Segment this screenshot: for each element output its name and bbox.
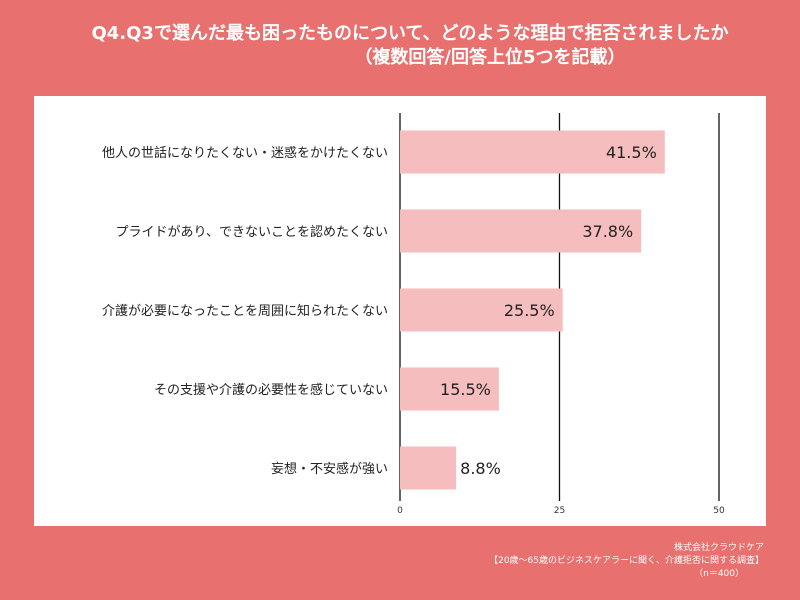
survey-name: 【20歳〜65歳のビジネスケアラーに聞く、介護拒否に関する調査】 (489, 556, 764, 566)
category-label: 妄想・不安感が強い (271, 461, 388, 477)
value-label: 8.8% (460, 459, 501, 478)
category-label: 介護が必要になったことを周囲に知られたくない (102, 303, 388, 319)
bar (400, 367, 499, 411)
chart-title: Q4.Q3で選んだ最も困ったものについて、どのような理由で拒否されましたか （複… (0, 22, 800, 70)
value-label: 41.5% (606, 143, 657, 162)
bar (400, 446, 457, 490)
value-label: 15.5% (440, 380, 491, 399)
category-label: プライドがあり、できないことを認めたくない (116, 224, 388, 240)
title-line-1: Q4.Q3で選んだ最も困ったものについて、どのような理由で拒否されましたか (91, 23, 729, 44)
x-tick-label: 25 (554, 506, 565, 516)
category-label: 他人の世話になりたくない・迷惑をかけたくない (102, 145, 388, 161)
category-label: その支援や介護の必要性を感じていない (154, 382, 388, 398)
title-line-2: （複数回答/回答上位5つを記載） (354, 47, 626, 68)
source-note: 株式会社クラウドケア 【20歳〜65歳のビジネスケアラーに聞く、介護拒否に関する… (489, 542, 764, 581)
chart-panel: 0 25 50 他人の世話になりたくない・迷惑をかけたくない 41.5% プライドがあり、… (34, 96, 766, 526)
x-tick-label: 50 (713, 506, 725, 516)
company-name: 株式会社クラウドケア (673, 543, 764, 553)
sample-size: （n＝400） (694, 569, 744, 579)
value-label: 37.8% (582, 222, 633, 241)
x-tick-label: 0 (397, 506, 403, 516)
value-label: 25.5% (504, 301, 555, 320)
bar (400, 130, 665, 174)
bar (400, 288, 563, 332)
bar (400, 209, 642, 253)
bar-chart: 0 25 50 他人の世話になりたくない・迷惑をかけたくない 41.5% プライドがあり、… (102, 113, 725, 516)
